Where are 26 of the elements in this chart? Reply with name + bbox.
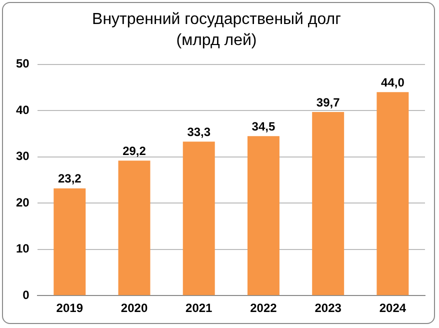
x-tick-label: 2021 <box>186 301 213 316</box>
chart-title: Внутренний государственый долг <box>92 11 342 28</box>
chart-subtitle: (млрд лей) <box>176 32 257 50</box>
x-tick-label: 2019 <box>56 301 84 316</box>
bar <box>54 188 86 296</box>
data-label: 44,0 <box>381 75 405 90</box>
data-label: 29,2 <box>122 144 146 158</box>
data-label: 39,7 <box>316 95 340 110</box>
bar <box>118 160 150 296</box>
y-tick-label: 30 <box>16 149 30 164</box>
y-tick-label: 50 <box>16 56 30 71</box>
x-tick-label: 2023 <box>314 301 342 316</box>
bar <box>312 112 344 296</box>
y-tick-label: 10 <box>16 242 30 256</box>
y-tick-label: 40 <box>16 102 30 117</box>
data-label: 34,5 <box>252 119 276 134</box>
x-tick-label: 2020 <box>120 301 148 316</box>
bar <box>247 136 280 296</box>
x-tick-label: 2024 <box>379 301 406 316</box>
bar <box>182 142 215 296</box>
bar <box>376 92 409 296</box>
x-tick-label: 2022 <box>250 301 278 316</box>
y-tick-label: 0 <box>22 288 30 302</box>
data-label: 33,3 <box>187 124 211 139</box>
data-label: 23,2 <box>58 172 82 186</box>
y-tick-label: 20 <box>16 195 30 210</box>
